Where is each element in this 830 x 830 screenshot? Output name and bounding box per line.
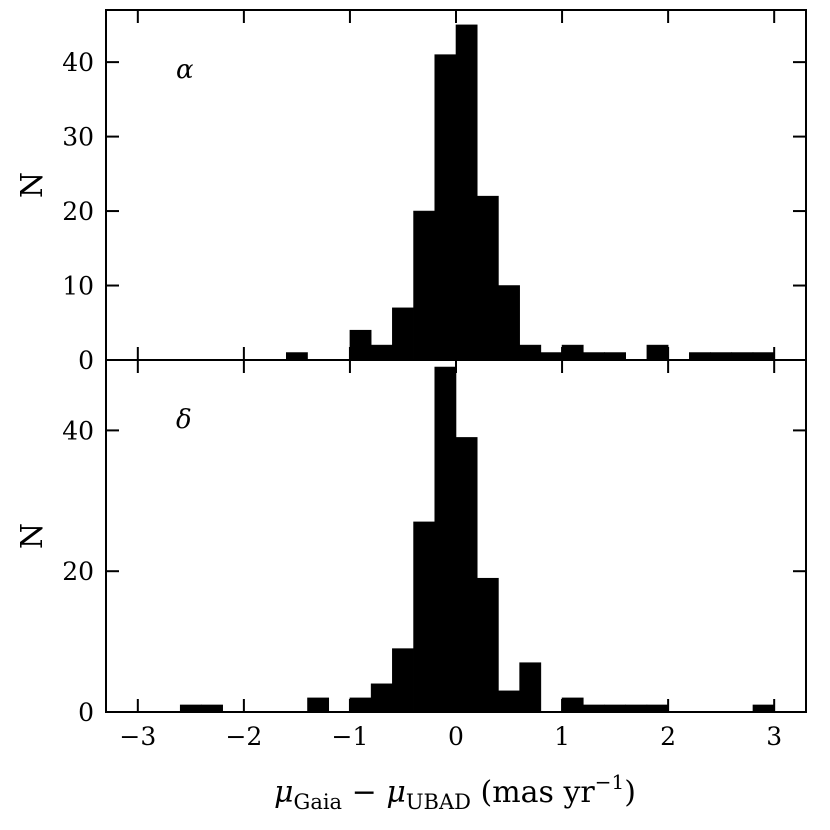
histogram-bar — [752, 704, 775, 713]
histogram-bar — [370, 683, 393, 713]
histogram-bar — [561, 697, 584, 713]
panel-label-alpha: α — [176, 55, 194, 85]
histogram-bar — [561, 344, 584, 361]
histogram-bar — [201, 704, 223, 713]
y-tick-label: 40 — [62, 48, 94, 77]
x-tick-label: 0 — [448, 722, 464, 751]
histogram-bar — [582, 704, 605, 713]
y-axis-label-top: N — [15, 172, 50, 198]
histogram-bar — [582, 352, 605, 361]
histogram-bar — [646, 704, 669, 713]
y-tick-label: 40 — [62, 416, 94, 445]
x-tick-label: −3 — [119, 722, 156, 751]
panel-label-delta: δ — [176, 405, 192, 435]
histogram-bar — [392, 307, 414, 361]
y-tick-label: 20 — [62, 557, 94, 586]
histogram-bar — [604, 352, 626, 361]
histogram-bar — [519, 662, 542, 713]
x-tick-label: 2 — [660, 722, 676, 751]
histogram-bar — [689, 352, 711, 361]
y-tick-label: 0 — [78, 698, 94, 727]
x-axis-label: μGaia − μUBAD (mas yr−1) — [274, 770, 636, 814]
histogram-bar — [413, 210, 436, 361]
y-axis-label-bottom: N — [15, 523, 50, 549]
histogram-bar — [307, 697, 330, 713]
y-tick-label: 10 — [62, 272, 94, 301]
delta-panel: 0 20 40 −3 −2 −1 0 1 2 3 — [62, 359, 807, 751]
histogram-bar — [349, 329, 372, 361]
histogram-bar — [540, 352, 563, 361]
x-tick-label: 3 — [766, 722, 782, 751]
x-tick-label: −2 — [225, 722, 262, 751]
x-tick-label: 1 — [554, 722, 570, 751]
histogram-bar — [434, 366, 457, 713]
histogram-bar — [731, 352, 754, 361]
histogram-bar — [498, 285, 520, 361]
histogram-bar — [179, 704, 202, 713]
histogram-bar — [434, 54, 457, 361]
y-tick-label: 0 — [78, 346, 94, 375]
histogram-bar — [349, 697, 372, 713]
histogram-bar — [476, 577, 499, 713]
histogram-bar — [498, 690, 520, 713]
histogram-bar — [476, 195, 499, 361]
histogram-bar — [710, 352, 733, 361]
y-tick-label: 30 — [62, 123, 94, 152]
histogram-bar — [286, 352, 308, 361]
alpha-panel: 0 10 20 30 40 — [62, 9, 807, 375]
histogram-bar — [604, 704, 626, 713]
histogram-bar — [455, 24, 478, 361]
histogram-bar — [455, 437, 478, 713]
histogram-bar — [413, 521, 436, 713]
histogram-bar — [519, 344, 542, 361]
x-tick-label: −1 — [332, 722, 369, 751]
histogram-bar — [646, 344, 669, 361]
histogram-bar — [625, 704, 648, 713]
histogram-bar — [370, 344, 393, 361]
y-tick-label: 20 — [62, 197, 94, 226]
histogram-bar — [392, 648, 414, 713]
histogram-bar — [752, 352, 775, 361]
